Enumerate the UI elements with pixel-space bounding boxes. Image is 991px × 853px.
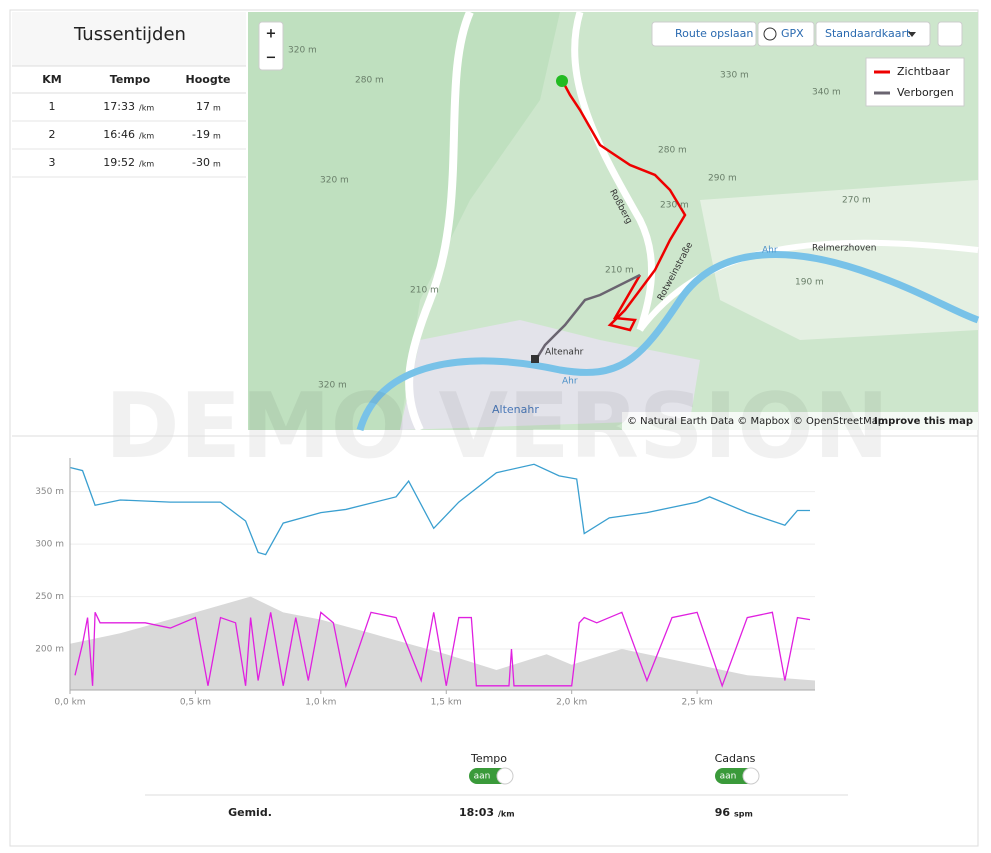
zoom-out[interactable]: − [266,51,277,66]
route-hidden [535,273,641,359]
zoom-control [258,21,284,71]
elevation-chart: 200 m 250 m 300 m 350 m 0,0 km 0,5 km 1,0 km 1,… [35,458,815,708]
y-tick-label: 200 m [35,645,64,655]
map-label: 210 m [410,286,439,296]
start-marker [556,75,568,87]
hoogte-cell: -30 [192,156,210,169]
map-label: Ahr [762,246,778,256]
river [356,251,980,431]
map-label: 340 m [812,88,841,98]
splits-header [12,12,246,66]
avg-tempo: 18:03 [459,806,494,819]
map-label: 320 m [320,176,349,186]
tempo-cell: 16:46 [103,128,135,141]
fullscreen-button[interactable] [937,21,963,47]
x-tick-label: 2,5 km [682,698,713,708]
save-route-button[interactable] [651,21,757,47]
map-label: 330 m [720,71,749,81]
map-label: 280 m [658,146,687,156]
attribution-box [622,412,978,430]
unit: m [213,104,221,113]
column-header: Tempo [110,73,151,86]
x-tick-label: 0,0 km [54,698,85,708]
series-line [69,463,810,556]
toggle-knob [742,767,760,785]
improve-link[interactable]: Improve this map [874,416,973,427]
map-label: 290 m [708,174,737,184]
splits-panel: Tussentijden KM Tempo Hoogte [12,12,246,94]
finish-marker [531,355,539,363]
map-label: Altenahr [492,403,539,416]
toggle-state: aan [720,772,737,782]
download-icon [763,27,777,41]
y-tick-label: 250 m [35,592,64,602]
y-tick-label: 350 m [35,487,64,497]
zoom-in[interactable]: + [266,27,277,42]
map-label: Altenahr [545,348,584,358]
button-label: Standaardkaart [825,27,911,40]
series-line [74,611,811,689]
summary: Tempo aan Cadans aan Gemid. 18:03 /km 96… [145,752,848,819]
map-label: Ahr [562,377,578,387]
tempo-cell: 19:52 [103,156,135,169]
unit: m [213,132,221,141]
avg-cadence: 96 [715,806,731,819]
unit: /km [139,104,154,113]
column-header: Hoogte [186,73,231,86]
unit: /km [139,160,154,169]
map-style-dropdown[interactable] [815,21,931,47]
toggle-label: Cadans [715,752,756,765]
toggle-label: Tempo [470,752,507,765]
unit: spm [734,810,753,819]
forest [248,12,560,430]
map: Roßberg Rotweinstraße Altenahr Altenahr … [248,10,980,432]
hoogte-cell: -19 [192,128,210,141]
route-visible [560,79,687,332]
unit: m [213,160,221,169]
town [400,320,700,430]
attribution: © Natural Earth Data © Mapbox © OpenStre… [627,416,884,427]
road [571,11,655,332]
map-label: 230 m [660,201,689,211]
toggle-knob [496,767,514,785]
legend-label: Zichtbaar [897,65,950,78]
x-tick-label: 1,0 km [305,698,336,708]
unit: /km [498,810,515,819]
button-label: Route opslaan [675,27,753,40]
map-label: Relmerzhoven [812,244,876,254]
x-tick-label: 1,5 km [431,698,462,708]
km-cell: 2 [49,128,56,141]
legend-label: Verborgen [897,86,954,99]
hoogte-cell: 17 [196,100,210,113]
row-label: Gemid. [228,806,272,819]
map-label: 280 m [355,76,384,86]
x-tick-label: 2,0 km [556,698,587,708]
map-label: 320 m [318,381,347,391]
button-label: GPX [781,27,804,40]
x-tick-label: 0,5 km [180,698,211,708]
watermark: DEMO VERSION [105,374,889,479]
splits-title: Tussentijden [73,24,186,45]
map-label: 270 m [842,196,871,206]
caret [908,32,916,37]
toggle-state: aan [474,772,491,782]
route-legend [865,57,965,107]
meadow [700,180,978,340]
map-label: 210 m [605,266,634,276]
km-cell: 3 [49,156,56,169]
map-label: 190 m [795,278,824,288]
y-tick-label: 300 m [35,540,64,550]
unit: /km [139,132,154,141]
map-label: 320 m [288,46,317,56]
road [405,10,474,432]
tempo-cell: 17:33 [103,100,135,113]
column-header: KM [42,73,61,86]
km-cell: 1 [49,100,56,113]
